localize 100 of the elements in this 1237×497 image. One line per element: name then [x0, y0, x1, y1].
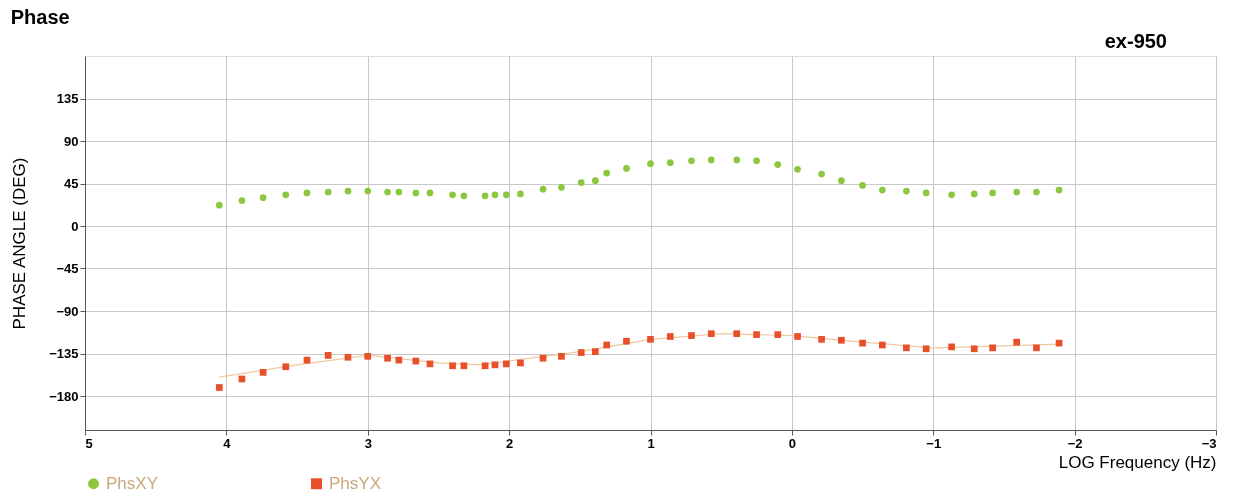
point	[623, 165, 630, 172]
point	[395, 188, 403, 196]
point	[517, 359, 524, 367]
point	[647, 335, 654, 343]
point	[491, 191, 499, 199]
point	[282, 363, 290, 371]
point	[491, 361, 499, 369]
point	[259, 369, 267, 376]
point	[794, 165, 801, 173]
point	[364, 352, 372, 360]
point	[539, 185, 547, 193]
point	[818, 170, 825, 178]
point	[1033, 344, 1040, 352]
x-tick-label: 4	[223, 435, 232, 451]
x-tick-label: 5	[85, 435, 93, 451]
point	[303, 189, 311, 197]
point	[1033, 188, 1040, 196]
point	[324, 352, 332, 359]
y-tick-label: −45	[56, 261, 79, 276]
point	[603, 341, 611, 349]
point	[774, 161, 782, 168]
y-axis-title: PHASE ANGLE (DEG)	[10, 157, 30, 330]
point	[449, 191, 456, 199]
x-tick-label: 1	[647, 435, 655, 451]
point	[460, 362, 468, 370]
point	[688, 332, 695, 339]
point	[970, 345, 978, 353]
point	[1055, 186, 1063, 194]
point	[603, 169, 611, 177]
point	[707, 156, 715, 164]
y-tick-label: −135	[49, 346, 79, 361]
x-tick-label: 3	[364, 435, 372, 451]
point	[364, 187, 372, 195]
point	[922, 189, 930, 197]
point	[733, 330, 741, 338]
point	[666, 333, 674, 340]
legend-label: PhsYX	[329, 473, 381, 493]
point	[1013, 338, 1021, 346]
point	[577, 349, 585, 356]
y-tick-label: −180	[49, 388, 79, 404]
point	[859, 339, 866, 347]
point	[481, 192, 489, 200]
x-tick-label: 0	[788, 435, 796, 451]
point	[948, 191, 955, 199]
point	[688, 157, 695, 165]
point	[238, 197, 246, 204]
y-tick-label: 0	[71, 218, 79, 234]
point	[460, 192, 468, 200]
point	[1013, 188, 1021, 196]
text: ex-950	[1104, 30, 1167, 52]
point	[259, 194, 267, 202]
x-tick-label: −1	[926, 435, 942, 451]
point	[859, 182, 866, 189]
point	[989, 344, 996, 352]
point	[539, 354, 547, 362]
point	[282, 191, 290, 199]
point	[395, 356, 403, 364]
point	[838, 177, 845, 185]
point	[502, 360, 510, 368]
x-axis-title: LOG Frequency (Hz)	[1058, 452, 1217, 472]
point	[558, 352, 565, 360]
y-tick-label: 90	[64, 133, 79, 149]
point	[774, 331, 782, 338]
legend-label: PhsXY	[106, 473, 158, 493]
point	[922, 345, 930, 353]
point	[384, 188, 391, 196]
point	[344, 353, 352, 361]
y-tick-label: −90	[56, 303, 79, 319]
point	[753, 331, 760, 338]
x-tick-label: −3	[1201, 435, 1217, 451]
point	[818, 335, 825, 343]
point	[623, 337, 630, 345]
point	[989, 189, 996, 197]
x-tick-label: 2	[506, 435, 514, 451]
point	[879, 186, 886, 194]
point	[592, 348, 599, 355]
point	[838, 336, 845, 344]
point	[647, 160, 654, 168]
point	[794, 333, 801, 340]
point	[384, 354, 391, 362]
point	[412, 189, 420, 197]
point	[903, 344, 910, 352]
point	[426, 189, 434, 197]
point	[215, 201, 223, 209]
point	[215, 384, 223, 391]
point	[324, 188, 332, 196]
point	[517, 190, 524, 198]
point	[970, 190, 978, 198]
point	[879, 341, 886, 349]
point	[948, 343, 955, 351]
point	[412, 357, 420, 365]
y-tick-label: 45	[64, 176, 79, 191]
y-tick-label: 135	[56, 91, 79, 106]
point	[502, 191, 510, 199]
point	[903, 187, 910, 195]
point	[558, 183, 565, 191]
point	[666, 159, 674, 167]
point	[344, 187, 352, 195]
x-tick-label: −2	[1067, 435, 1083, 451]
point	[592, 177, 599, 185]
